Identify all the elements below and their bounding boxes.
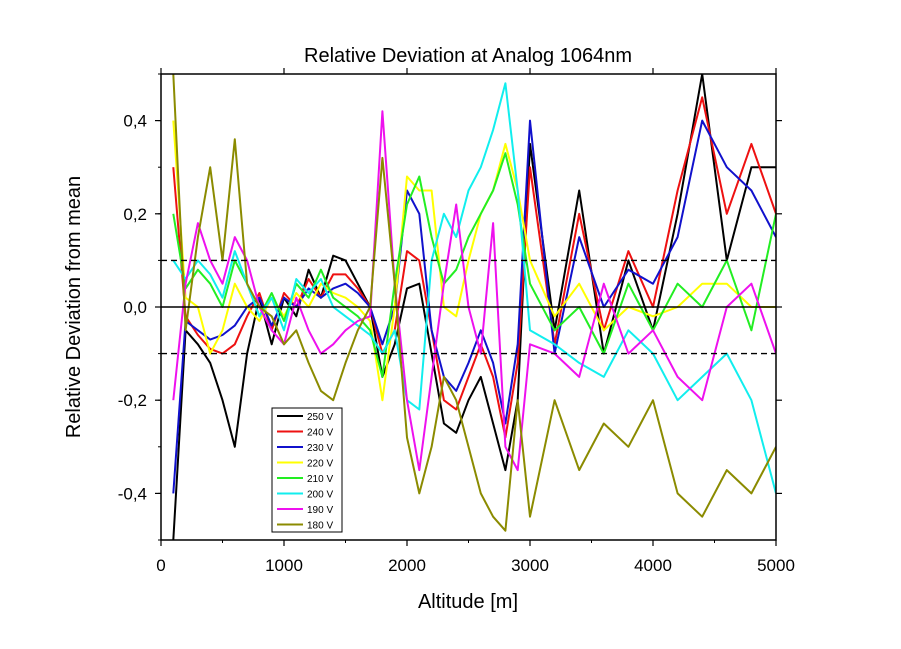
- y-axis: -0,4 -0,2 0,0 0,2 0,4: [118, 73, 782, 541]
- series-line-190-v: [172, 110, 776, 472]
- chart-title: Relative Deviation at Analog 1064nm: [304, 45, 632, 67]
- legend-label: 250 V: [307, 412, 333, 423]
- x-tick-label: 0: [156, 556, 165, 575]
- legend: 250 V 240 V 230 V 220 V 210 V 200 V 190 V 180 V: [271, 407, 343, 533]
- y-tick-label: 0,0: [123, 298, 147, 317]
- legend-label: 190 V: [307, 505, 333, 516]
- series-line-180-v: [172, 74, 776, 532]
- x-tick-label: 2000: [388, 556, 426, 575]
- legend-box: [271, 407, 343, 533]
- x-tick-label: 4000: [634, 556, 672, 575]
- x-tick-label: 1000: [265, 556, 303, 575]
- reference-lines: [161, 259, 776, 355]
- y-axis-title: Relative Deviation from mean: [63, 176, 85, 438]
- x-tick-label: 5000: [757, 556, 795, 575]
- x-axis: 0 1000 2000 3000 4000 5000: [156, 68, 795, 575]
- series-line-200-v: [172, 82, 776, 494]
- x-axis-title: Altitude [m]: [418, 591, 518, 613]
- legend-label: 210 V: [307, 474, 333, 485]
- series-line-210-v: [172, 152, 776, 378]
- y-tick-label: 0,4: [123, 112, 147, 131]
- legend-label: 230 V: [307, 443, 333, 454]
- legend-label: 200 V: [307, 490, 333, 501]
- legend-label: 220 V: [307, 459, 333, 470]
- legend-label: 240 V: [307, 428, 333, 439]
- y-tick-label: -0,4: [118, 484, 147, 503]
- series-layer: [172, 74, 776, 540]
- y-tick-label: 0,2: [123, 205, 147, 224]
- y-tick-label: -0,2: [118, 391, 147, 410]
- series-line-240-v: [172, 96, 776, 439]
- legend-label: 180 V: [307, 521, 333, 532]
- x-tick-label: 3000: [511, 556, 549, 575]
